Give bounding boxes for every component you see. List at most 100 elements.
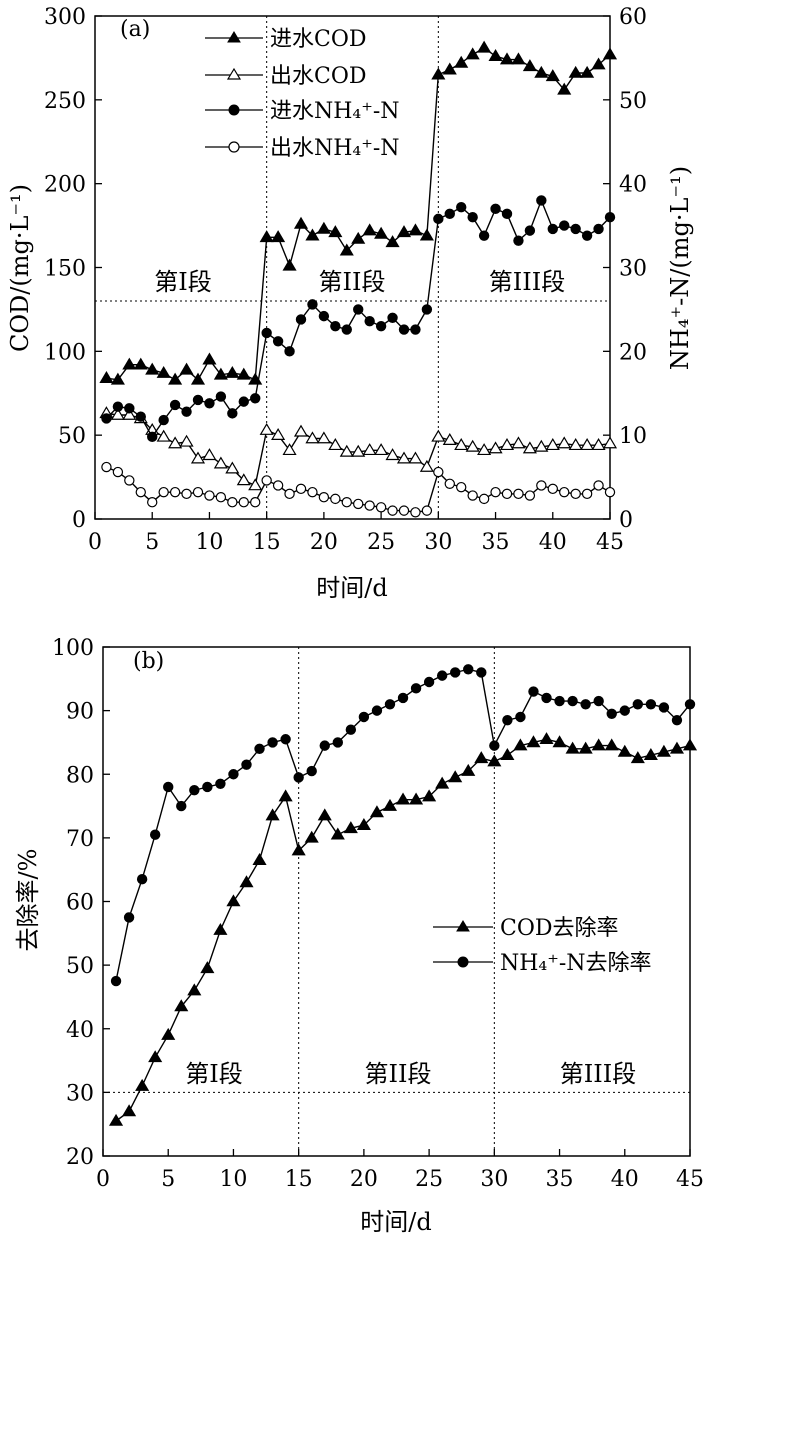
panel-a-y-tick-label: 250 [44,89,86,114]
panel-b-x-tick-label: 10 [219,1167,247,1192]
panel-a-series-1-point [580,65,595,78]
panel-a-series-3-point [570,223,581,235]
panel-a-stage-2-label: 第II段 [319,268,386,296]
panel-b-series-1-point [409,792,424,805]
panel-a-series-3-point [410,324,421,335]
panel-a-series-3-point [547,223,558,235]
panel-b-series-1-point [213,922,228,935]
panel-a-right-y-tick-label: 30 [619,257,647,282]
panel-a-series-4-point [444,478,455,489]
panel-a-series-1-point [99,370,114,383]
panel-a-series-4-point [353,498,364,510]
panel-a-series-3-point [101,413,112,424]
panel-b-series-2-point [645,699,657,710]
panel-a-y-tick-label: 300 [44,5,86,30]
panel-a-series-3-point [524,225,536,236]
panel-b-series-1-point [187,983,202,996]
panel-a-series-2-point [602,436,618,449]
panel-a-legend-entry-2: 出水COD [205,64,367,89]
panel-a-legend-label-4: 出水NH₄⁺-N [270,136,400,161]
panel-a-series-1-point [316,221,331,234]
panel-b-series-1-point [604,738,619,751]
panel-b-x-tick-label: 30 [480,1167,508,1192]
panel-a-series-1-point [110,372,125,385]
panel-b-y-tick-label: 20 [66,1145,94,1170]
panel-a-series-1-point [179,362,194,375]
panel-b-series-1-point [617,744,632,757]
panel-a-series-3-point [581,230,593,241]
panel-a-series-3-point [398,324,410,335]
panel-a-series-1-point [305,228,320,241]
panel-a-series-3-point [307,299,318,310]
legend-filled-triangle-marker [456,920,470,932]
panel-a-x-tick-label: 5 [145,530,159,555]
panel-b-series-1-point [565,741,580,754]
panel-a-series-4-point [387,505,398,516]
panel-a-series-3-point [364,315,375,327]
panel-b-series-1-point [252,852,267,865]
panel-b-legend-entry-2: NH₄⁺-N去除率 [433,951,652,976]
panel-b-stage-2-label: 第II段 [365,1060,432,1088]
panel-a-series-1-point [385,235,400,248]
panel-a-series-4-point [398,505,410,516]
panel-b-series-1-point [317,808,332,821]
panel-a-series-2-point [534,439,549,452]
panel-a-series-1-point [133,357,148,370]
panel-a-series-1-point [282,258,297,271]
panel-b-series-1-point [369,805,384,818]
panel-b-series-2-point [358,711,370,723]
panel-b-series-1-point [161,1027,176,1040]
panel-a-x-axis-label: 时间/d [316,574,387,602]
panel-a-series-1-point [293,216,309,229]
panel-a-series-2-point [499,438,515,451]
panel-a-series-2-point [282,443,297,456]
panel-b-series-1-point [356,817,371,830]
panel-b-series-1-point [135,1078,150,1091]
panel-a-series-3-point [501,208,513,220]
panel-b-legend-entry-1: COD去除率 [433,916,619,941]
panel-a-y-tick-label: 100 [44,340,86,365]
panel-b-series-1-point [474,751,489,764]
panel-a-series-3-point [272,336,284,347]
panel-b-series-2-point [149,829,161,840]
panel-b-legend: COD去除率 NH₄⁺-N去除率 [433,916,652,976]
panel-b-x-tick-label: 35 [546,1167,574,1192]
panel-b-series-2-point [463,664,474,675]
panel-a-series-4-point [581,488,593,500]
panel-b-series-2-point [684,699,696,710]
panel-a-series-4-point [524,490,536,501]
panel-b-x-tick-label: 20 [350,1167,378,1192]
panel-a-series-4-point [559,486,570,498]
panel-a-series-2-point [259,422,274,435]
panel-b-series-2-point [110,975,122,987]
panel-b-series-1-point [461,763,476,776]
panel-a-series-4-point [101,461,112,473]
panel-a-series-4-point [604,486,616,498]
panel-a-series-2-point [156,429,171,442]
panel-a-series-3-point [421,304,433,315]
panel-a-series-4-point [192,486,204,498]
panel-a-series-2-point [351,444,366,457]
panel-b-series-2-point [489,740,500,751]
panel-b-series-1-point [643,747,658,760]
panel-a-right-y-tick-label: 60 [619,5,647,30]
panel-b-y-tick-label: 70 [66,827,94,852]
panel-b-y-tick-label: 80 [66,763,94,788]
panel-a-series-3-point [536,195,547,206]
panel-a-y-tick-label: 50 [58,424,86,449]
panel-a-series-1-point [454,55,469,68]
panel-a-series-1-point [568,65,583,78]
panel-a-series-4-point [536,480,547,491]
panel-a-series-2-point [477,443,492,456]
panel-a-series-3-point [158,414,169,426]
panel-b-series-1-point [539,732,554,745]
panel-a-series-2-point [362,443,377,456]
panel-a-series-3-point [478,230,490,241]
panel-a-axis-ticks: 0 5 10 15 20 25 30 35 40 450501001502002503000102… [44,5,647,555]
panel-b-series-1-point [395,792,411,805]
panel-a-series-4-point [124,475,135,486]
panel-a-series-1-point [190,372,206,385]
panel-b-series-2-point [580,699,591,710]
panel-a-series-4-point [135,486,146,498]
